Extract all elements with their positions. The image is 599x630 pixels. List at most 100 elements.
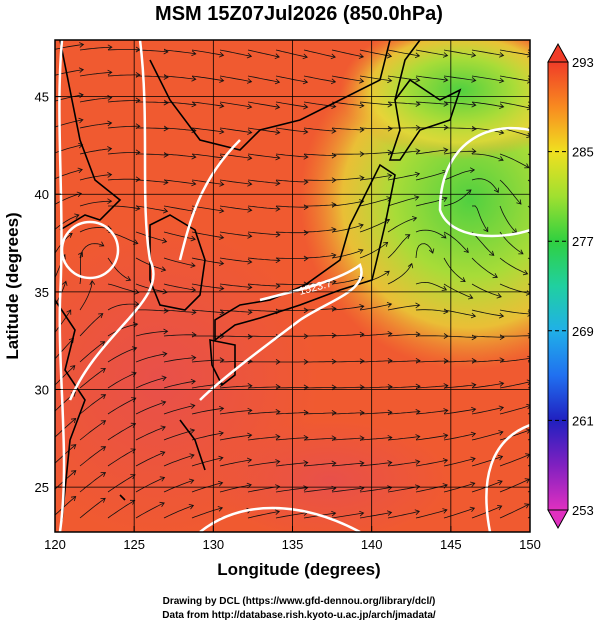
streamline <box>219 309 253 315</box>
streamline <box>107 499 136 519</box>
streamline <box>387 216 418 233</box>
streamline <box>247 231 281 238</box>
streamline <box>219 432 253 441</box>
streamline <box>443 406 477 415</box>
streamline <box>55 167 83 180</box>
y-tick-label: 45 <box>35 90 49 105</box>
streamline <box>303 384 337 391</box>
streamline <box>443 75 477 83</box>
streamline <box>107 301 140 311</box>
streamline <box>415 147 449 155</box>
streamline <box>79 446 107 467</box>
streamline <box>415 281 448 291</box>
streamline <box>107 257 132 282</box>
streamline <box>219 283 253 290</box>
streamline <box>79 341 106 363</box>
streamline <box>247 459 281 467</box>
streamline <box>191 127 225 135</box>
streamline <box>135 476 166 493</box>
streamline <box>387 148 421 155</box>
streamline <box>387 195 420 207</box>
streamline <box>471 283 502 299</box>
streamline <box>387 409 421 415</box>
streamline <box>79 280 96 311</box>
x-tick-label: 150 <box>519 537 541 552</box>
streamline <box>443 506 476 519</box>
streamline <box>331 460 365 467</box>
streamline <box>444 125 477 132</box>
streamline <box>471 49 505 58</box>
streamline <box>387 459 421 467</box>
streamline <box>443 456 476 467</box>
streamline <box>163 153 197 160</box>
streamline <box>163 355 197 363</box>
streamline <box>275 255 309 262</box>
streamline <box>78 251 83 285</box>
streamline <box>275 485 309 493</box>
streamline <box>163 478 195 493</box>
colorbar-label: 261 <box>572 413 594 428</box>
streamline <box>275 101 309 110</box>
streamline <box>443 481 476 493</box>
streamline <box>443 358 477 364</box>
x-tick-label: 145 <box>440 537 462 552</box>
streamline <box>79 420 107 441</box>
streamline <box>163 179 197 187</box>
streamline <box>443 431 477 441</box>
streamline <box>163 127 197 134</box>
streamline <box>331 101 365 109</box>
colorbar-label: 285 <box>572 145 594 160</box>
streamline <box>247 179 281 186</box>
streamline <box>135 425 166 441</box>
streamline <box>55 42 85 50</box>
streamline <box>247 205 281 212</box>
warm-field <box>340 40 530 160</box>
x-tick-label: 130 <box>202 537 224 552</box>
streamline <box>471 127 505 135</box>
streamline <box>387 49 421 59</box>
colorbar-label: 253 <box>572 503 594 518</box>
streamline <box>415 408 449 415</box>
streamlines <box>55 42 530 519</box>
streamline <box>359 510 393 519</box>
streamline <box>191 205 225 214</box>
streamline <box>191 506 224 519</box>
streamline <box>471 430 504 441</box>
streamline <box>303 410 337 416</box>
streamline <box>415 358 449 364</box>
credit: Drawing by DCL (https://www.gfd-dennou.o… <box>163 596 436 607</box>
streamline <box>415 49 449 58</box>
streamline <box>79 472 107 493</box>
streamline <box>79 497 106 519</box>
streamline <box>79 95 113 103</box>
streamline <box>247 384 281 390</box>
streamline <box>55 67 85 76</box>
streamline <box>247 257 281 264</box>
streamline <box>275 153 309 160</box>
streamline <box>499 379 530 389</box>
streamline <box>163 101 197 108</box>
streamline <box>275 460 309 467</box>
hot-field <box>210 420 450 532</box>
streamline <box>135 231 168 244</box>
streamline <box>303 460 337 467</box>
streamline <box>359 75 393 84</box>
streamline <box>303 127 337 134</box>
streamline <box>471 309 505 319</box>
colorbar-extend <box>547 509 569 530</box>
streamline <box>247 101 281 110</box>
streamline <box>359 357 393 364</box>
streamline <box>219 205 253 213</box>
streamline <box>191 49 225 58</box>
streamline <box>304 202 337 208</box>
streamline <box>135 450 166 467</box>
streamline <box>136 125 169 132</box>
streamline <box>163 257 196 268</box>
streamline <box>107 448 136 467</box>
streamline <box>471 334 505 341</box>
streamline <box>415 433 449 441</box>
x-tick-label: 135 <box>282 537 304 552</box>
axes: 120 125 130 135 140 145 150 25 30 35 40 45 <box>35 90 541 552</box>
streamline <box>359 434 393 441</box>
